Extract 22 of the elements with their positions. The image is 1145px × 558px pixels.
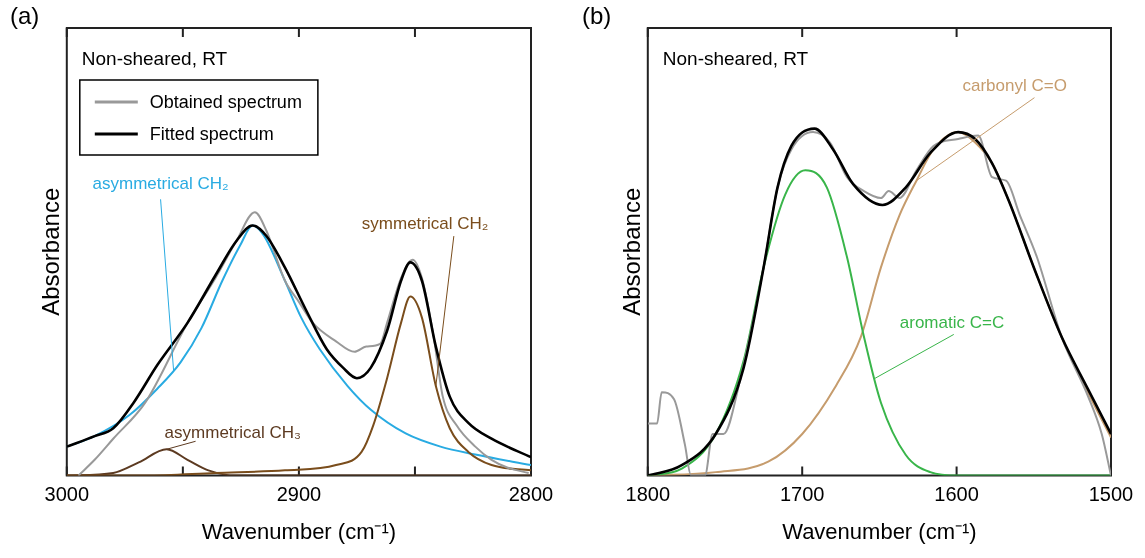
- legend-label: Obtained spectrum: [149, 91, 302, 112]
- x-tick-label: 2800: [508, 483, 554, 506]
- x-tick-label: 1500: [1088, 483, 1134, 506]
- annotation: carbonyl C=O: [962, 75, 1067, 95]
- chart-title: (a): [10, 2, 40, 29]
- text: Non-sheared, RT: [662, 48, 809, 69]
- y-axis-title: Absorbance: [618, 187, 646, 316]
- text: Non-sheared, RT: [81, 48, 228, 69]
- x-axis-title: Wavenumber (cm⁻¹): [201, 518, 397, 544]
- x-axis-title: Wavenumber (cm⁻¹): [782, 518, 977, 544]
- chart-title: (b): [582, 2, 612, 29]
- x-tick-label: 1700: [779, 483, 825, 506]
- legend-label: Fitted spectrum: [149, 123, 274, 144]
- x-tick-label: 1800: [625, 483, 671, 506]
- annotation: asymmetrical CH₂: [92, 174, 229, 194]
- annotation: symmetrical CH₂: [361, 214, 489, 234]
- annotation: asymmetrical CH₃: [164, 423, 301, 443]
- x-tick-label: 3000: [44, 483, 90, 506]
- x-tick-label: 1600: [934, 483, 979, 506]
- y-axis-title: Absorbance: [37, 187, 65, 316]
- annotation: aromatic C=C: [899, 313, 1005, 333]
- x-tick-label: 2900: [276, 483, 322, 506]
